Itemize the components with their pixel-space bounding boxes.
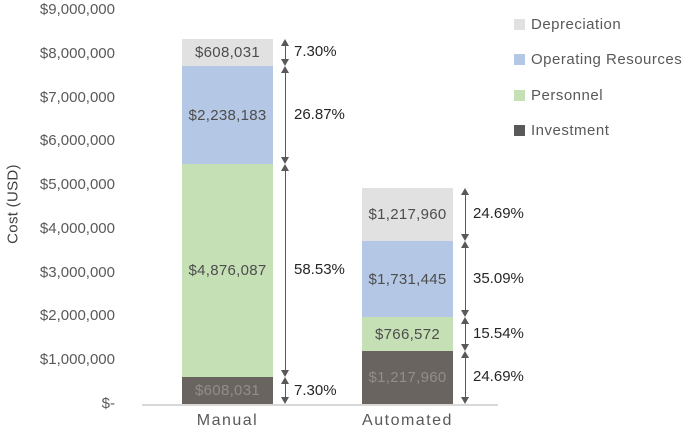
- y-axis-tick-label: $2,000,000: [39, 307, 115, 324]
- legend-swatch-operating-resources-icon: [514, 54, 525, 65]
- percent-label: 24.69%: [473, 205, 524, 222]
- legend-item-investment: Investment: [514, 122, 682, 140]
- y-axis-tick-label: $8,000,000: [39, 45, 115, 62]
- percent-label: 24.69%: [473, 368, 524, 385]
- legend-label: Personnel: [531, 86, 604, 104]
- legend-swatch-personnel-icon: [514, 89, 525, 101]
- segment-value-label: $1,217,960: [368, 206, 447, 223]
- chart-legend: Depreciation Operating Resources Personn…: [514, 15, 682, 157]
- legend-label: Operating Resources: [531, 51, 683, 68]
- segment-value-label: $4,876,087: [188, 262, 267, 279]
- percent-label: 7.30%: [294, 382, 337, 399]
- y-axis-tick-label: $4,000,000: [39, 220, 115, 237]
- double-arrow-icon: [281, 164, 290, 377]
- segment-value-label: $1,217,960: [368, 369, 447, 386]
- bar-segment-manual-operating-resources: $2,238,183: [182, 66, 273, 164]
- y-axis-tick-label: $-: [101, 395, 115, 412]
- legend-item-operating-resources: Operating Resources: [514, 51, 682, 69]
- y-axis-tick-label: $3,000,000: [39, 264, 115, 281]
- y-axis-tick-label: $5,000,000: [39, 176, 115, 193]
- bar-segment-automated-operating-resources: $1,731,445: [362, 241, 453, 317]
- legend-swatch-investment-icon: [514, 125, 525, 136]
- bar-automated: $1,217,960 $1,731,445 $766,572 $1,217,96…: [362, 188, 453, 404]
- double-arrow-icon: [461, 317, 470, 351]
- bar-manual: $608,031 $2,238,183 $4,876,087 $608,031: [182, 39, 273, 404]
- y-axis-tick-label: $6,000,000: [39, 132, 115, 149]
- legend-label: Investment: [531, 122, 610, 139]
- percent-label: 58.53%: [294, 261, 345, 278]
- segment-value-label: $608,031: [195, 44, 260, 61]
- legend-label: Depreciation: [531, 15, 622, 33]
- segment-value-label: $2,238,183: [188, 106, 267, 124]
- bar-segment-manual-depreciation: $608,031: [182, 39, 273, 66]
- bar-segment-automated-personnel: $766,572: [362, 317, 453, 351]
- x-axis-label-automated: Automated: [362, 412, 453, 429]
- segment-value-label: $766,572: [375, 325, 440, 343]
- legend-item-personnel: Personnel: [514, 86, 682, 104]
- double-arrow-icon: [281, 66, 290, 164]
- segment-value-label: $608,031: [195, 382, 260, 399]
- double-arrow-icon: [461, 188, 470, 241]
- legend-item-depreciation: Depreciation: [514, 15, 682, 33]
- bar-segment-manual-investment: $608,031: [182, 377, 273, 404]
- segment-value-label: $1,731,445: [368, 270, 447, 288]
- bar-segment-automated-depreciation: $1,217,960: [362, 188, 453, 241]
- y-axis-tick-label: $7,000,000: [39, 89, 115, 106]
- percent-label: 35.09%: [473, 270, 524, 287]
- percent-label: 26.87%: [294, 106, 345, 123]
- double-arrow-icon: [281, 377, 290, 404]
- bar-segment-automated-investment: $1,217,960: [362, 351, 453, 404]
- y-axis-tick-label: $9,000,000: [39, 1, 115, 18]
- x-axis-label-manual: Manual: [196, 412, 259, 429]
- double-arrow-icon: [461, 241, 470, 317]
- x-axis-line: [142, 404, 498, 406]
- double-arrow-icon: [461, 351, 470, 404]
- bar-segment-manual-personnel: $4,876,087: [182, 164, 273, 377]
- percent-label: 7.30%: [294, 43, 337, 60]
- y-axis-tick-label: $1,000,000: [39, 351, 115, 368]
- percent-label: 15.54%: [473, 325, 524, 342]
- legend-swatch-depreciation-icon: [514, 18, 525, 30]
- double-arrow-icon: [281, 39, 290, 66]
